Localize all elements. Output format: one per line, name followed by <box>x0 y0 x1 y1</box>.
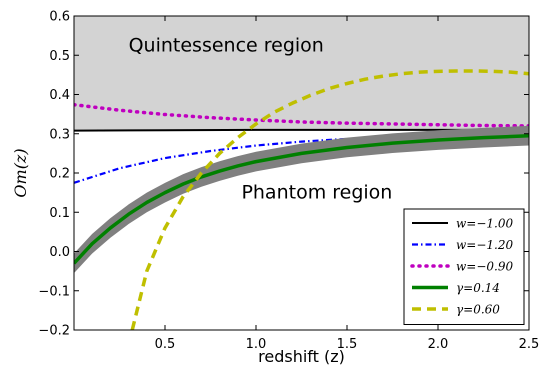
x-tick-label: 1.5 <box>337 337 358 352</box>
x-tick-label: 2.0 <box>428 337 449 352</box>
series-layer <box>74 69 529 330</box>
series-4-error-band <box>74 125 529 274</box>
legend: w=−1.00 w=−1.20 w=−0.90 γ=0.14 γ=0.60 <box>403 208 525 325</box>
series-4-line <box>74 133 529 265</box>
y-tick-label: −0.1 <box>38 284 70 299</box>
series-3-line <box>74 102 529 128</box>
y-tick-label: 0.0 <box>49 245 70 260</box>
plot-background <box>74 16 529 130</box>
legend-box <box>403 208 525 325</box>
legend-label-4: γ=0.14 <box>456 281 500 295</box>
region-annotation-2: Phantom region <box>241 182 392 204</box>
x-tick-label: 1.0 <box>246 337 267 352</box>
legend-label-2: w=−1.20 <box>456 238 513 252</box>
annotations-layer: Quintessence region Phantom region <box>129 34 393 203</box>
region-annotation-1: Quintessence region <box>129 34 324 56</box>
y-tick-label: −0.2 <box>38 324 70 339</box>
legend-label-1: w=−1.00 <box>456 217 513 231</box>
y-tick-label: 0.5 <box>49 49 70 64</box>
y-axis-label: Om(z) <box>11 148 30 197</box>
x-tick-label: 2.5 <box>519 337 540 352</box>
y-tick-label: 0.2 <box>49 167 70 182</box>
y-tick-label: 0.3 <box>49 127 70 142</box>
legend-label-5: γ=0.60 <box>456 303 500 317</box>
x-axis-label: redshift (z) <box>258 347 345 366</box>
y-tick-label: 0.1 <box>49 206 70 221</box>
y-tick-label: 0.6 <box>49 10 70 25</box>
ticks-layer: 0.5 1.0 1.5 2.0 2.5 0.6 0.5 0.4 0.3 0.2 0.1 0.0 −0.1… <box>38 10 539 353</box>
quintessence-shaded-region <box>74 16 529 130</box>
y-tick-label: 0.4 <box>49 88 70 103</box>
legend-label-3: w=−0.90 <box>456 260 513 274</box>
x-tick-label: 0.5 <box>155 337 176 352</box>
